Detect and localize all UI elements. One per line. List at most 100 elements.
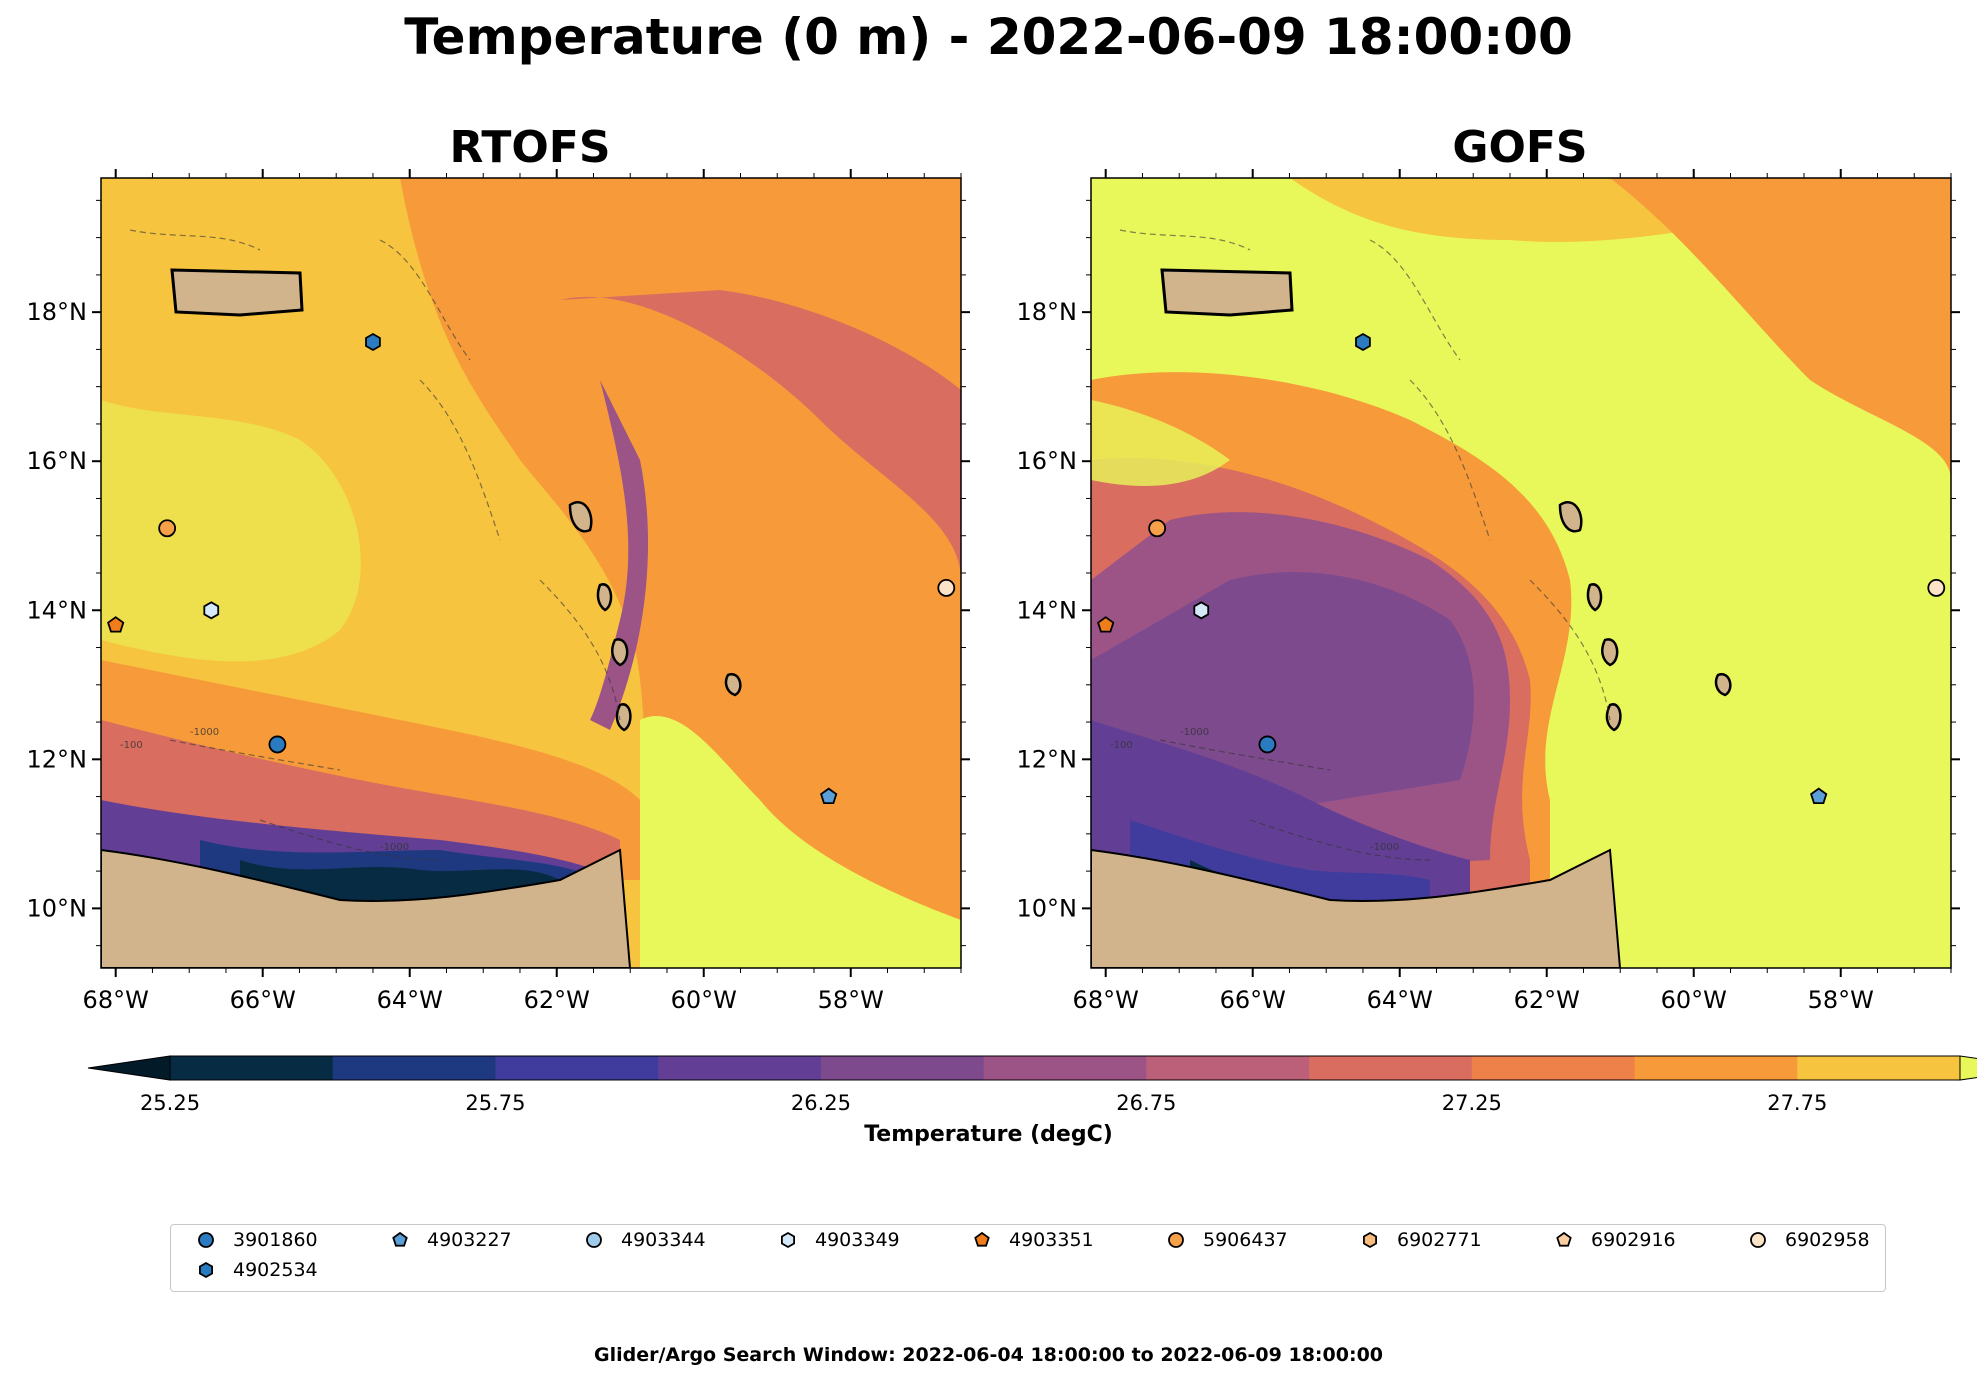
colorbar-segment — [495, 1056, 659, 1080]
colorbar-tick-label: 27.25 — [1442, 1091, 1502, 1115]
contour-label: -1000 — [380, 842, 409, 853]
colorbar-tick-label: 26.25 — [791, 1091, 851, 1115]
legend-label: 4903344 — [621, 1229, 706, 1251]
colorbar-segment — [820, 1056, 985, 1080]
platform-marker-3901860 — [1258, 735, 1277, 754]
x-tick-label: 60°W — [671, 986, 737, 1014]
contour-label: -100 — [120, 740, 143, 751]
contour-label: -100 — [1110, 740, 1133, 751]
legend-item-4903349: 4903349 — [777, 1229, 900, 1251]
legend-marker-4902534 — [199, 1261, 214, 1279]
platform-marker-4902534 — [1355, 332, 1371, 352]
map-panel-gofs[interactable]: 68°W 66°W 64°W 62°W 60°W 58°W 10°N 12°N 14°N 16°N… — [990, 160, 1977, 1020]
panel-title-gofs: GOFS — [1452, 122, 1588, 173]
axis-ticks-rtofs: 68°W 66°W 64°W 62°W 60°W 58°W 10°N 12°N 14°N 16°N… — [27, 169, 970, 1014]
colorbar: 25.25 25.75 26.25 26.75 27.25 27.75 — [87, 1055, 1977, 1115]
colorbar-segment — [332, 1056, 496, 1080]
colorbar-label: Temperature (degC) — [864, 1122, 1113, 1147]
colorbar-segment — [170, 1056, 334, 1080]
colorbar-segment — [1634, 1056, 1798, 1080]
y-tick-label: 14°N — [1017, 596, 1078, 624]
platform-marker-4903349 — [203, 601, 220, 620]
platform-marker-4903351 — [107, 616, 125, 633]
y-tick-label: 18°N — [27, 298, 88, 326]
legend-label: 5906437 — [1203, 1229, 1288, 1251]
platform-marker-6902958 — [1927, 579, 1946, 597]
colorbar-segment — [1146, 1056, 1310, 1080]
colorbar-segment — [1797, 1056, 1961, 1080]
y-tick-label: 12°N — [1017, 745, 1078, 773]
contour-label: -1000 — [1370, 842, 1399, 853]
colorbar-segment — [983, 1056, 1147, 1080]
platform-marker-6902958 — [937, 579, 956, 597]
platform-marker-5906437 — [1148, 519, 1167, 538]
platform-marker-3901860 — [268, 735, 287, 754]
legend-item-4903227: 4903227 — [389, 1229, 512, 1251]
legend-label: 4902534 — [233, 1259, 318, 1281]
figure-title: Temperature (0 m) - 2022-06-09 18:00:00 — [404, 8, 1573, 66]
x-tick-label: 60°W — [1661, 986, 1727, 1014]
contour-label: -1000 — [190, 727, 219, 738]
colorbar-segment — [1471, 1056, 1636, 1080]
legend-marker-6902916 — [1556, 1231, 1572, 1247]
y-tick-label: 10°N — [27, 894, 88, 922]
legend-item-4902534: 4902534 — [195, 1259, 318, 1281]
temperature-field-rtofs — [101, 178, 961, 968]
platform-marker-5906437 — [158, 519, 177, 538]
legend-label: 4903349 — [815, 1229, 900, 1251]
legend-marker-3901860 — [198, 1232, 214, 1248]
colorbar-tick-label: 26.75 — [1116, 1091, 1176, 1115]
legend-marker-4903349 — [781, 1231, 796, 1249]
legend-item-6902958: 6902958 — [1747, 1229, 1870, 1251]
legend-item-4903351: 4903351 — [971, 1229, 1094, 1251]
contour-label: -1000 — [1180, 727, 1209, 738]
platform-marker-4903351 — [1097, 616, 1115, 633]
colorbar-extend-max — [1959, 1055, 1977, 1081]
y-tick-label: 16°N — [27, 447, 88, 475]
map-panel-rtofs[interactable]: 68°W 66°W 64°W 62°W 60°W 58°W 10°N 12°N 14°N 16°N… — [0, 160, 990, 1020]
x-tick-label: 68°W — [83, 986, 149, 1014]
x-tick-label: 58°W — [818, 986, 884, 1014]
search-window-footer: Glider/Argo Search Window: 2022-06-04 18… — [593, 1344, 1384, 1366]
legend-label: 3901860 — [233, 1229, 318, 1251]
legend-marker-5906437 — [1168, 1232, 1184, 1248]
y-tick-label: 18°N — [1017, 298, 1078, 326]
legend-label: 4903351 — [1009, 1229, 1094, 1251]
platform-markers-gofs — [1097, 332, 1946, 804]
x-tick-label: 62°W — [524, 986, 590, 1014]
x-tick-label: 66°W — [230, 986, 296, 1014]
legend-item-3901860: 3901860 — [195, 1229, 318, 1251]
axis-ticks-gofs: 68°W 66°W 64°W 62°W 60°W 58°W 10°N 12°N 14°N 16°N… — [1017, 169, 1960, 1014]
legend: 3901860 4903227 4903344 4903349 4903351 59064… — [170, 1224, 1886, 1292]
legend-label: 6902958 — [1785, 1229, 1870, 1251]
legend-item-6902771: 6902771 — [1359, 1229, 1482, 1251]
legend-item-5906437: 5906437 — [1165, 1229, 1288, 1251]
x-tick-label: 62°W — [1514, 986, 1580, 1014]
x-tick-label: 68°W — [1073, 986, 1139, 1014]
platform-marker-4903349 — [1193, 601, 1210, 620]
colorbar-segment — [1309, 1056, 1473, 1080]
y-tick-label: 16°N — [1017, 447, 1078, 475]
legend-label: 4903227 — [427, 1229, 512, 1251]
colorbar-tick-label: 25.25 — [140, 1091, 200, 1115]
colorbar-tick-label: 27.75 — [1767, 1091, 1827, 1115]
legend-item-6902916: 6902916 — [1553, 1229, 1676, 1251]
y-tick-label: 14°N — [27, 596, 88, 624]
legend-item-4903344: 4903344 — [583, 1229, 706, 1251]
panel-title-rtofs: RTOFS — [449, 122, 611, 173]
legend-marker-6902958 — [1750, 1232, 1766, 1248]
colorbar-extend-min — [87, 1055, 171, 1081]
legend-marker-4903344 — [586, 1232, 602, 1248]
colorbar-segment — [658, 1056, 822, 1080]
legend-marker-4903351 — [974, 1231, 990, 1247]
temperature-field-gofs — [1091, 178, 1951, 968]
legend-label: 6902771 — [1397, 1229, 1482, 1251]
y-tick-label: 12°N — [27, 745, 88, 773]
x-tick-label: 58°W — [1808, 986, 1874, 1014]
legend-marker-6902771 — [1363, 1231, 1378, 1249]
legend-marker-4903227 — [392, 1231, 408, 1247]
y-tick-label: 10°N — [1017, 894, 1078, 922]
platform-marker-4903227 — [1810, 787, 1828, 804]
platform-marker-4902534 — [365, 332, 381, 352]
colorbar-tick-label: 25.75 — [465, 1091, 525, 1115]
